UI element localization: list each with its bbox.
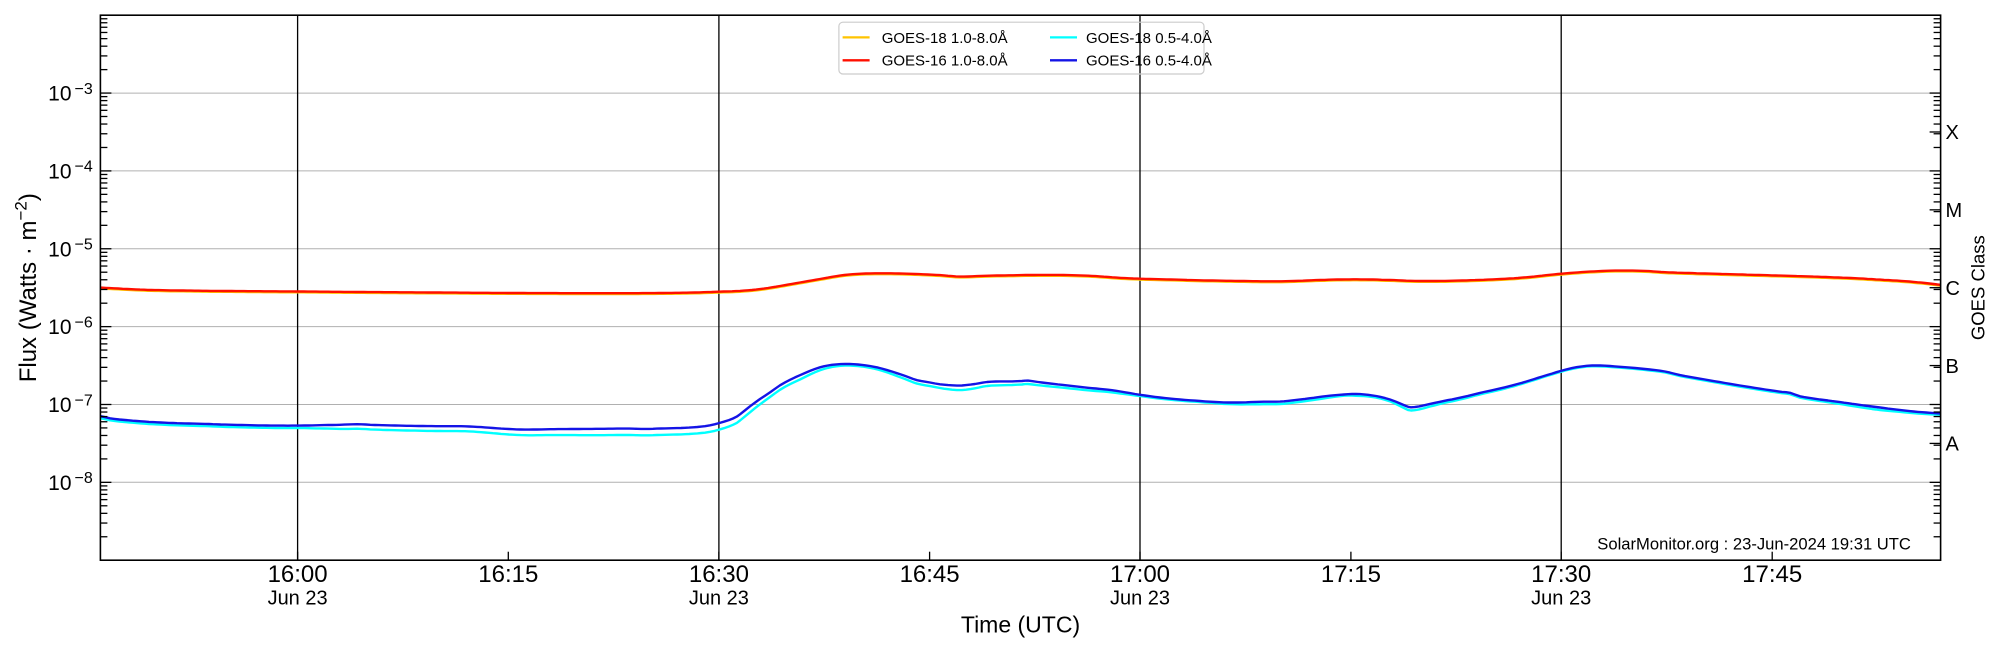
svg-text:10: 10: [48, 238, 71, 261]
svg-text:−7: −7: [75, 392, 93, 409]
svg-text:−3: −3: [75, 81, 93, 98]
svg-text:10: 10: [48, 316, 71, 339]
svg-text:GOES-18 0.5-4.0Å: GOES-18 0.5-4.0Å: [1086, 30, 1212, 47]
svg-text:A: A: [1946, 434, 1960, 456]
svg-text:17:45: 17:45: [1742, 561, 1802, 588]
svg-text:10: 10: [48, 83, 71, 106]
svg-text:GOES Class: GOES Class: [1968, 235, 1989, 340]
svg-text:GOES-18 1.0-8.0Å: GOES-18 1.0-8.0Å: [882, 30, 1008, 47]
svg-text:−4: −4: [75, 159, 93, 176]
svg-text:16:30: 16:30: [689, 561, 749, 588]
svg-text:16:00: 16:00: [268, 561, 328, 588]
svg-text:10: 10: [48, 394, 71, 417]
svg-text:−6: −6: [75, 314, 93, 331]
svg-text:M: M: [1946, 200, 1963, 222]
svg-text:X: X: [1946, 122, 1959, 144]
svg-text:17:30: 17:30: [1531, 561, 1591, 588]
svg-text:10: 10: [48, 161, 71, 184]
svg-text:Jun 23: Jun 23: [1110, 588, 1170, 610]
svg-text:Time (UTC): Time (UTC): [961, 612, 1080, 638]
svg-text:Flux (Watts · m−2): Flux (Watts · m−2): [12, 193, 43, 382]
svg-text:Jun 23: Jun 23: [268, 588, 328, 610]
svg-text:Jun 23: Jun 23: [1531, 588, 1591, 610]
svg-text:17:00: 17:00: [1110, 561, 1170, 588]
svg-text:Jun 23: Jun 23: [689, 588, 749, 610]
svg-text:−5: −5: [75, 237, 93, 254]
svg-text:−8: −8: [75, 470, 93, 487]
svg-text:10: 10: [48, 472, 71, 495]
svg-text:GOES-16 0.5-4.0Å: GOES-16 0.5-4.0Å: [1086, 53, 1212, 70]
svg-text:SolarMonitor.org : 23-Jun-2024: SolarMonitor.org : 23-Jun-2024 19:31 UTC: [1597, 534, 1911, 553]
svg-text:16:45: 16:45: [900, 561, 960, 588]
svg-text:B: B: [1946, 356, 1959, 378]
svg-text:C: C: [1946, 278, 1960, 300]
svg-text:16:15: 16:15: [478, 561, 538, 588]
svg-text:17:15: 17:15: [1321, 561, 1381, 588]
svg-text:GOES-16 1.0-8.0Å: GOES-16 1.0-8.0Å: [882, 53, 1008, 70]
